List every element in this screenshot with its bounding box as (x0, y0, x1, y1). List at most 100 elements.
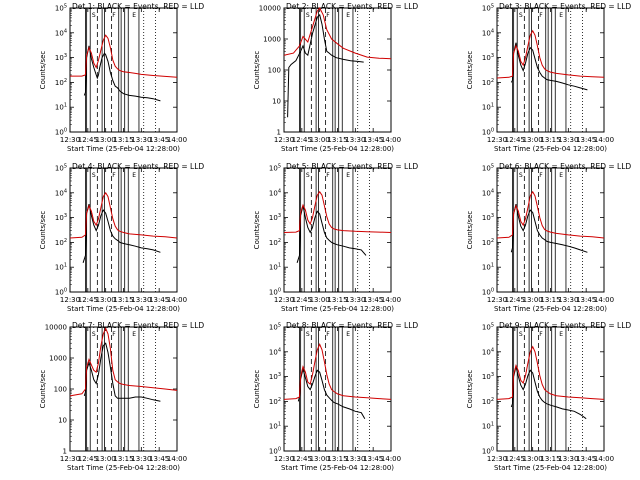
events-series-line (296, 205, 367, 263)
x-tick-label: 13:45 (149, 136, 169, 144)
x-tick-label: 14:00 (381, 136, 401, 144)
y-tick-label: 100 (269, 288, 281, 297)
time-marker-label: E (132, 12, 136, 19)
x-tick-label: 13:00 (96, 136, 116, 144)
y-tick-label: 104 (269, 188, 281, 197)
time-marker-label: E (346, 12, 350, 19)
y-tick-label: 104 (482, 28, 494, 37)
events-series-line (510, 42, 588, 91)
x-tick-label: 14:00 (167, 296, 187, 304)
time-marker-label: F (539, 331, 543, 338)
y-tick-label: 103 (482, 372, 494, 381)
panel-title: Det 4: BLACK = Events, RED = LLD (72, 162, 204, 171)
y-tick-label: 102 (55, 78, 67, 87)
x-tick-label: 13:15 (540, 296, 560, 304)
x-tick-label: 12:30 (487, 136, 507, 144)
lld-series-line (69, 191, 178, 239)
y-tick-label: 102 (482, 78, 494, 87)
lld-series-line (283, 343, 392, 400)
panel-title: Det 7: BLACK = Events, RED = LLD (72, 321, 204, 330)
x-tick-label: 12:30 (60, 455, 80, 463)
x-tick-label: 13:15 (540, 455, 560, 463)
time-marker-label: F (326, 12, 330, 19)
x-axis-title: Start Time (25-Feb-04 12:28:00) (67, 305, 180, 313)
x-tick-label: 13:30 (558, 296, 578, 304)
y-tick-label: 101 (482, 103, 494, 112)
x-tick-label: 14:00 (594, 455, 614, 463)
time-marker-label: F (539, 12, 543, 19)
time-marker-label: E (559, 172, 563, 179)
x-axis-title: Start Time (25-Feb-04 12:28:00) (494, 305, 607, 313)
x-tick-label: 13:15 (113, 296, 133, 304)
y-tick-label: 104 (55, 28, 67, 37)
y-tick-label: 105 (269, 164, 281, 173)
lld-series-line (283, 7, 392, 60)
events-series-line (510, 203, 588, 253)
x-axis-title: Start Time (25-Feb-04 12:28:00) (494, 464, 607, 472)
y-tick-label: 101 (482, 263, 494, 272)
x-tick-label: 13:00 (310, 136, 330, 144)
y-tick-label: 10 (272, 98, 281, 106)
y-tick-label: 100 (268, 67, 281, 75)
lld-series-line (69, 327, 178, 397)
lld-series-line (496, 345, 605, 400)
y-tick-label: 105 (482, 164, 494, 173)
y-tick-label: 102 (269, 397, 281, 406)
y-tick-label: 102 (269, 238, 281, 247)
y-axis-title: Counts/sec (466, 51, 474, 90)
time-marker-label: S (92, 172, 96, 179)
x-tick-label: 12:30 (487, 296, 507, 304)
x-tick-label: 12:45 (292, 296, 312, 304)
y-tick-label: 103 (55, 213, 67, 222)
x-tick-label: 13:45 (363, 455, 383, 463)
y-tick-label: 103 (55, 53, 67, 62)
y-tick-label: 105 (482, 323, 494, 332)
y-axis-title: Counts/sec (253, 51, 261, 90)
y-tick-label: 101 (269, 263, 281, 272)
y-tick-label: 100 (482, 288, 494, 297)
x-tick-label: 12:45 (78, 455, 98, 463)
y-tick-label: 103 (269, 213, 281, 222)
x-tick-label: 13:00 (310, 455, 330, 463)
y-tick-label: 104 (482, 347, 494, 356)
x-tick-label: 13:00 (96, 296, 116, 304)
lld-series-line (496, 29, 605, 79)
y-tick-label: 103 (482, 213, 494, 222)
y-axis-title: Counts/sec (39, 370, 47, 409)
x-axis-title: Start Time (25-Feb-04 12:28:00) (494, 145, 607, 153)
time-marker-label: E (132, 172, 136, 179)
time-marker-label: S (92, 331, 96, 338)
x-tick-label: 13:00 (310, 296, 330, 304)
lld-series-line (283, 190, 392, 233)
time-marker-label: E (132, 331, 136, 338)
x-tick-label: 12:30 (274, 296, 294, 304)
time-marker-label: E (346, 331, 350, 338)
x-tick-label: 13:15 (327, 136, 347, 144)
y-tick-label: 1 (63, 448, 67, 456)
y-tick-label: 104 (482, 188, 494, 197)
events-series-line (297, 367, 366, 419)
x-tick-label: 13:00 (523, 136, 543, 144)
y-axis-title: Counts/sec (39, 211, 47, 250)
x-axis-title: Start Time (25-Feb-04 12:28:00) (281, 464, 394, 472)
x-tick-label: 13:00 (523, 455, 543, 463)
x-axis-title: Start Time (25-Feb-04 12:28:00) (67, 145, 180, 153)
events-series-line (510, 366, 587, 420)
lld-series-line (70, 34, 178, 78)
time-marker-label: S (519, 12, 523, 19)
x-tick-label: 12:30 (274, 455, 294, 463)
y-tick-label: 102 (55, 238, 67, 247)
y-tick-label: 100 (482, 128, 494, 137)
time-marker-label: S (519, 172, 523, 179)
time-marker-label: S (92, 12, 96, 19)
y-tick-label: 1000 (49, 355, 67, 363)
y-tick-label: 1000 (263, 36, 281, 44)
y-tick-label: 104 (55, 188, 67, 197)
x-tick-label: 13:30 (345, 296, 365, 304)
